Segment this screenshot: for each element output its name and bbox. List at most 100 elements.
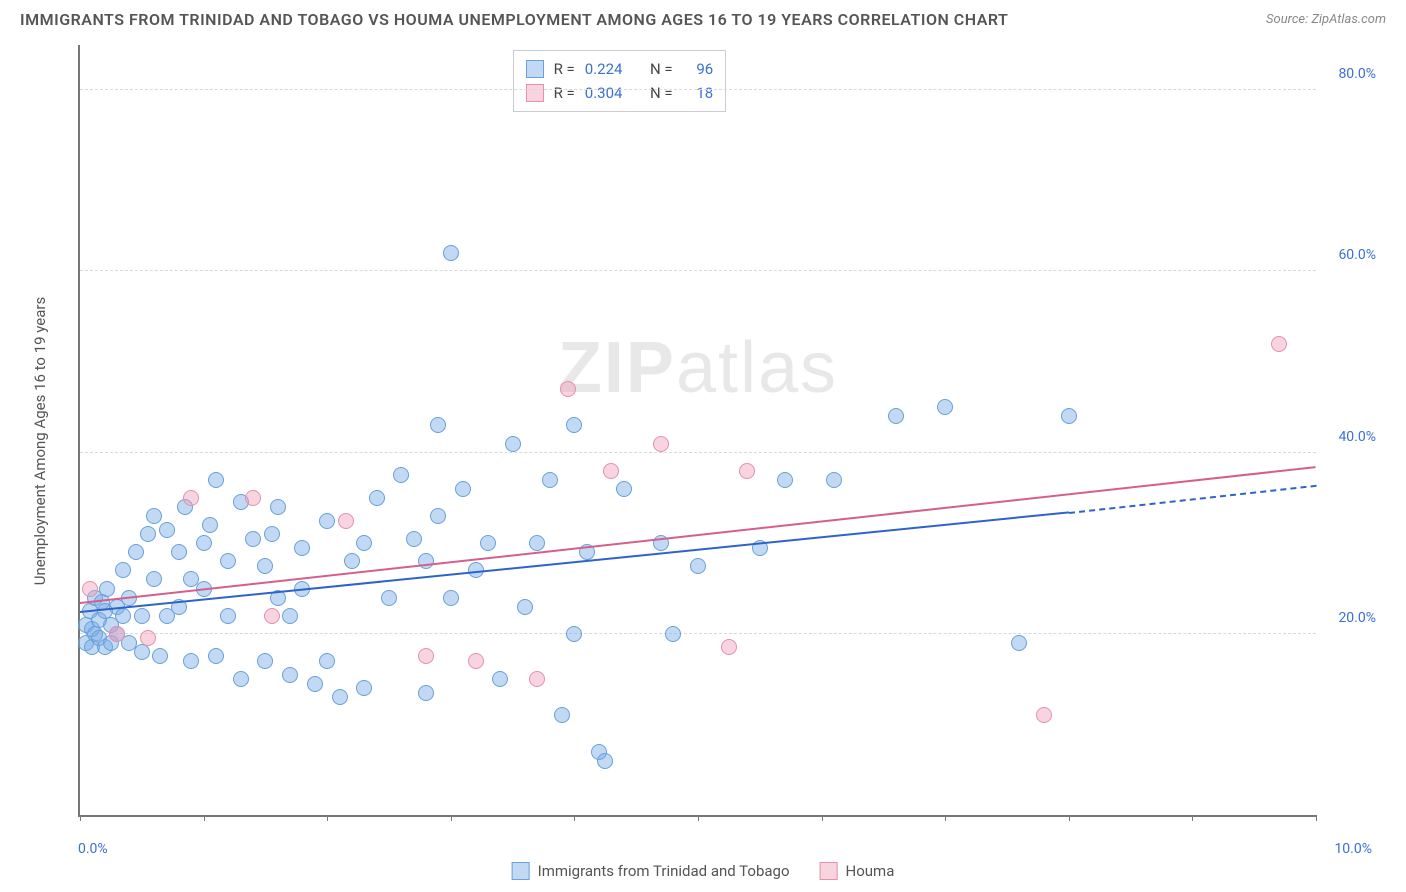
scatter-point xyxy=(739,463,755,479)
scatter-point xyxy=(566,626,582,642)
legend-r-value: 0.304 xyxy=(585,81,623,105)
plot-area: ZIPatlas R =0.224 N = 96R =0.304 N = 18 … xyxy=(78,45,1316,817)
scatter-point xyxy=(418,648,434,664)
scatter-point xyxy=(140,526,156,542)
scatter-point xyxy=(721,639,737,655)
legend-series: Immigrants from Trinidad and Tobago Houma xyxy=(512,862,895,880)
scatter-point xyxy=(183,490,199,506)
scatter-point xyxy=(338,513,354,529)
scatter-point xyxy=(356,680,372,696)
legend-n-value: 96 xyxy=(696,57,713,81)
scatter-point xyxy=(888,408,904,424)
watermark: ZIPatlas xyxy=(558,327,838,409)
scatter-point xyxy=(418,685,434,701)
x-tick xyxy=(822,815,823,821)
scatter-point xyxy=(554,707,570,723)
scatter-point xyxy=(202,517,218,533)
x-tick xyxy=(451,815,452,821)
legend-swatch xyxy=(512,862,530,880)
scatter-point xyxy=(128,544,144,560)
scatter-point xyxy=(369,490,385,506)
y-gridline xyxy=(80,89,1316,90)
scatter-point xyxy=(233,671,249,687)
scatter-point xyxy=(937,399,953,415)
scatter-point xyxy=(344,553,360,569)
scatter-point xyxy=(282,608,298,624)
legend-statistics: R =0.224 N = 96R =0.304 N = 18 xyxy=(513,50,727,112)
scatter-point xyxy=(257,558,273,574)
x-tick xyxy=(1069,815,1070,821)
scatter-point xyxy=(1011,635,1027,651)
scatter-point xyxy=(294,540,310,556)
legend-r-label: R = xyxy=(554,57,575,81)
y-axis-label: Unemployment Among Ages 16 to 19 years xyxy=(31,297,49,585)
legend-swatch xyxy=(526,60,544,78)
legend-stat-row: R =0.304 N = 18 xyxy=(526,81,714,105)
scatter-point xyxy=(566,417,582,433)
legend-n-value: 18 xyxy=(696,81,713,105)
scatter-point xyxy=(492,671,508,687)
scatter-point xyxy=(115,562,131,578)
scatter-point xyxy=(443,245,459,261)
scatter-point xyxy=(220,553,236,569)
source-label: Source: xyxy=(1266,12,1308,27)
x-tick xyxy=(204,815,205,821)
x-tick xyxy=(327,815,328,821)
legend-swatch xyxy=(526,84,544,102)
y-tick-label: 40.0% xyxy=(1338,429,1376,445)
source-name: ZipAtlas.com xyxy=(1311,12,1386,27)
legend-series-label: Immigrants from Trinidad and Tobago xyxy=(538,862,790,880)
scatter-point xyxy=(245,531,261,547)
scatter-point xyxy=(529,671,545,687)
scatter-point xyxy=(245,490,261,506)
y-gridline xyxy=(80,633,1316,634)
scatter-point xyxy=(653,436,669,452)
y-gridline xyxy=(80,452,1316,453)
scatter-point xyxy=(381,590,397,606)
scatter-point xyxy=(1271,336,1287,352)
y-tick-label: 80.0% xyxy=(1338,66,1376,82)
scatter-point xyxy=(826,472,842,488)
scatter-point xyxy=(208,472,224,488)
watermark-bold: ZIP xyxy=(558,328,676,408)
scatter-point xyxy=(603,463,619,479)
x-tick xyxy=(945,815,946,821)
scatter-point xyxy=(597,753,613,769)
scatter-point xyxy=(307,676,323,692)
y-gridline xyxy=(80,270,1316,271)
scatter-point xyxy=(542,472,558,488)
scatter-point xyxy=(196,535,212,551)
legend-r-label: R = xyxy=(554,81,575,105)
scatter-point xyxy=(443,590,459,606)
scatter-point xyxy=(480,535,496,551)
scatter-point xyxy=(159,522,175,538)
y-tick-label: 60.0% xyxy=(1338,247,1376,263)
scatter-point xyxy=(455,481,471,497)
scatter-point xyxy=(393,467,409,483)
chart-title: IMMIGRANTS FROM TRINIDAD AND TOBAGO VS H… xyxy=(20,10,1008,29)
scatter-point xyxy=(319,513,335,529)
y-tick-label: 20.0% xyxy=(1338,610,1376,626)
scatter-point xyxy=(1036,707,1052,723)
scatter-point xyxy=(505,436,521,452)
legend-r-value: 0.224 xyxy=(585,57,623,81)
x-tick xyxy=(698,815,699,821)
scatter-point xyxy=(109,626,125,642)
scatter-point xyxy=(616,481,632,497)
source-attribution: Source: ZipAtlas.com xyxy=(1266,12,1386,27)
scatter-point xyxy=(82,581,98,597)
scatter-point xyxy=(406,531,422,547)
legend-series-label: Houma xyxy=(846,862,895,880)
scatter-point xyxy=(152,648,168,664)
scatter-point xyxy=(690,558,706,574)
scatter-point xyxy=(183,653,199,669)
scatter-point xyxy=(418,553,434,569)
scatter-point xyxy=(99,581,115,597)
scatter-point xyxy=(1061,408,1077,424)
x-tick xyxy=(574,815,575,821)
x-tick xyxy=(1192,815,1193,821)
legend-swatch xyxy=(820,862,838,880)
scatter-point xyxy=(430,508,446,524)
scatter-point xyxy=(220,608,236,624)
x-tick xyxy=(1316,815,1317,821)
